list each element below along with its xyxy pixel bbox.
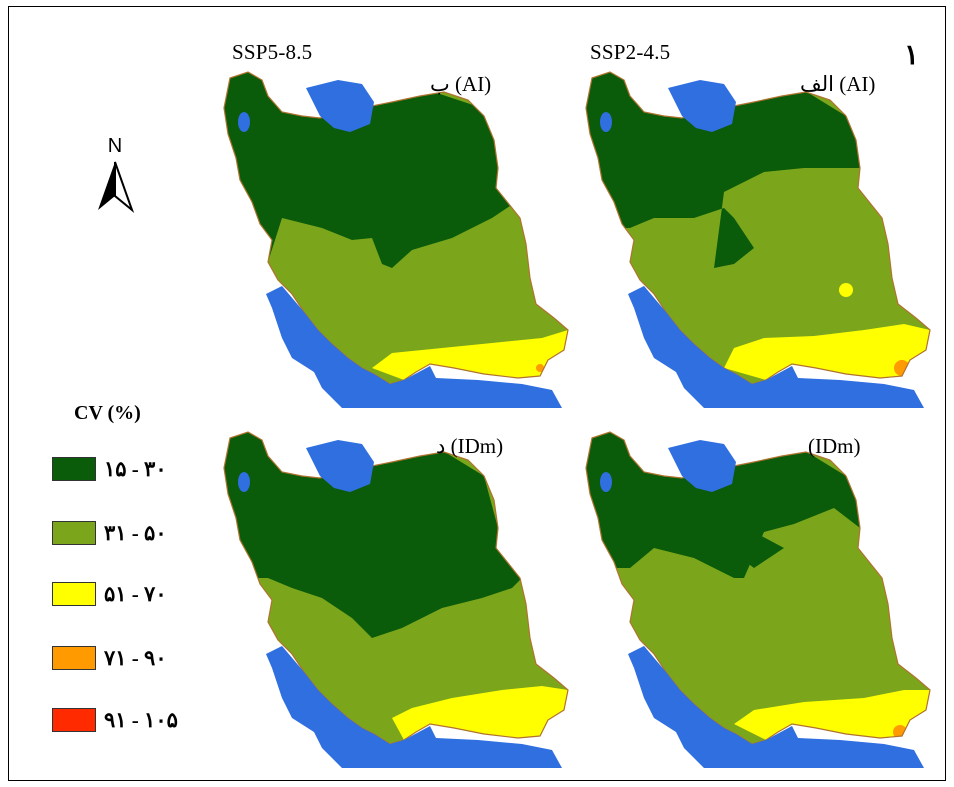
north-arrow-icon: N xyxy=(90,130,140,220)
map-title-ssp245-ai: الف (AI) xyxy=(800,72,876,96)
scenario-label-ssp585: SSP5-8.5 xyxy=(232,40,313,64)
north-label: N xyxy=(108,135,122,157)
panel-number: ۱ xyxy=(904,40,920,71)
legend-title: CV (%) xyxy=(74,402,141,424)
legend-label: ۱۵ - ۳۰ xyxy=(104,456,167,481)
map-ssp245-idm xyxy=(584,428,934,768)
legend-label: ۳۱ - ۵۰ xyxy=(104,520,167,545)
map-ssp245-ai xyxy=(584,68,934,408)
figure-frame xyxy=(8,6,946,781)
map-ssp585-ai xyxy=(222,68,572,408)
scenario-label-ssp245: SSP2-4.5 xyxy=(590,40,671,64)
map-title-ssp585-ai: ب (AI) xyxy=(430,72,492,96)
legend-item-31-50: ۳۱ - ۵۰ xyxy=(52,521,167,545)
map-title-ssp585-idm: د (IDm) xyxy=(436,434,504,458)
legend-label: ۹۱ - ۱۰۵ xyxy=(104,707,178,732)
legend-swatch xyxy=(52,582,96,606)
map-ssp585-idm xyxy=(222,428,572,768)
legend-swatch xyxy=(52,521,96,545)
legend-item-51-70: ۵۱ - ۷۰ xyxy=(52,582,167,606)
legend-item-91-105: ۹۱ - ۱۰۵ xyxy=(52,708,178,732)
legend-item-71-90: ۷۱ - ۹۰ xyxy=(52,646,167,670)
legend-label: ۵۱ - ۷۰ xyxy=(104,581,167,606)
map-title-ssp245-idm: (IDm) xyxy=(808,434,861,458)
legend-swatch xyxy=(52,457,96,481)
legend-swatch xyxy=(52,708,96,732)
legend-label: ۷۱ - ۹۰ xyxy=(104,645,167,670)
legend-item-15-30: ۱۵ - ۳۰ xyxy=(52,457,167,481)
legend-swatch xyxy=(52,646,96,670)
